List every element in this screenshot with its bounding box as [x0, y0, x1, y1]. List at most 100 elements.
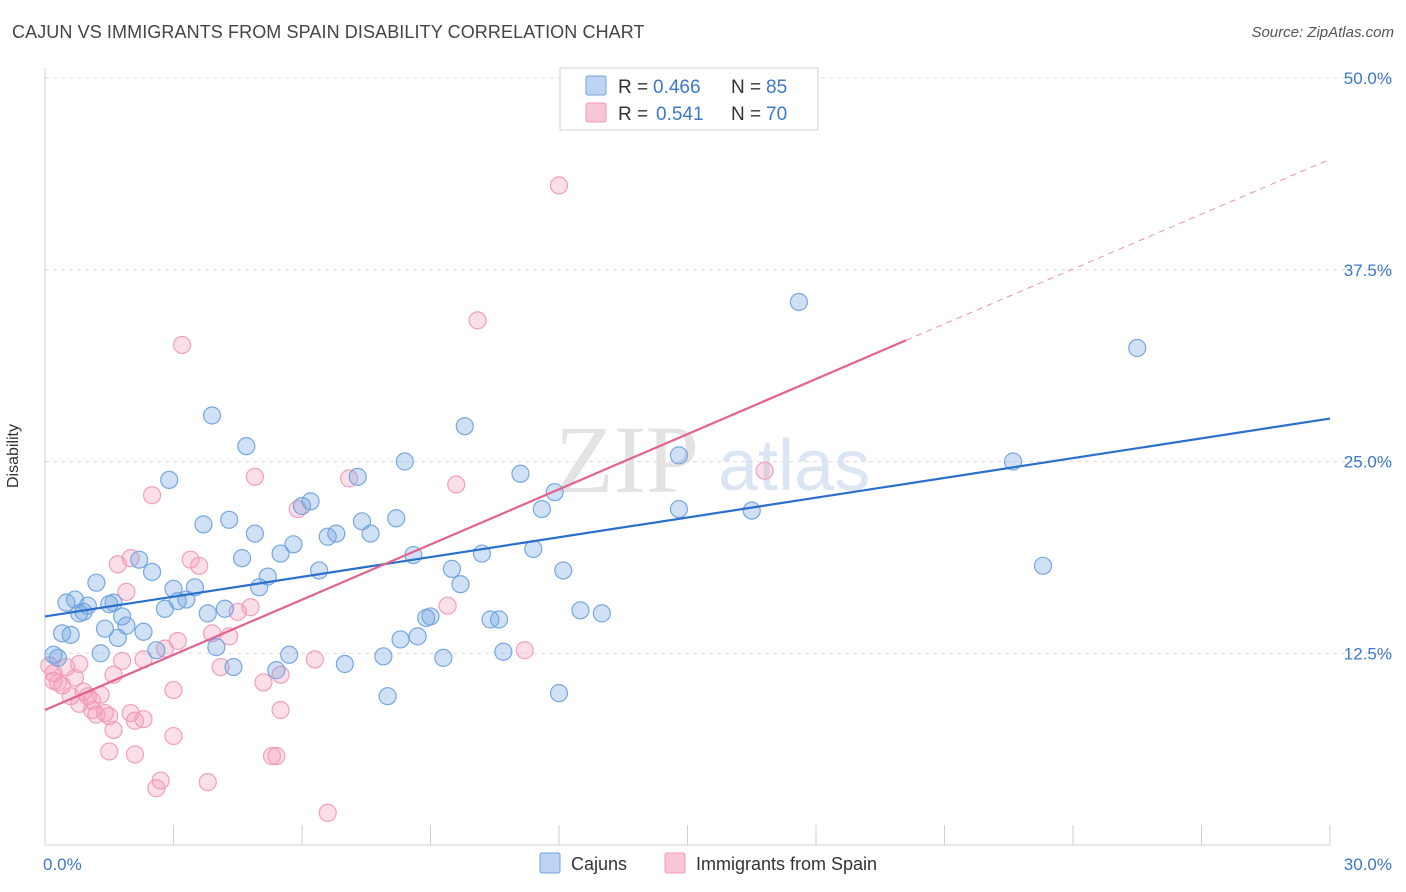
cajun-point-1 [48, 648, 67, 667]
cajun-point-11 [95, 619, 115, 638]
spain-point-49 [267, 746, 286, 766]
legend-n-label-1: N = [731, 77, 761, 98]
spain-point-46 [245, 467, 264, 486]
cajun-point-47 [327, 524, 346, 543]
cajun-point-61 [434, 648, 453, 667]
cajun-point-33 [224, 657, 243, 677]
cajun-point-56 [395, 452, 414, 471]
watermark-atlas: atlas [718, 426, 870, 506]
cajun-point-45 [310, 561, 329, 580]
y-tick-label-0: 12.5% [1344, 644, 1392, 663]
legend-swatch-cajuns [585, 75, 607, 96]
spain-point-17 [100, 707, 119, 726]
cajun-point-64 [455, 417, 474, 436]
chart-title: CAJUN VS IMMIGRANTS FROM SPAIN DISABILIT… [12, 22, 645, 42]
cajun-point-18 [134, 622, 153, 641]
cajun-point-55 [391, 630, 410, 649]
legend-r-label-2: R = [618, 104, 648, 125]
cajun-point-83 [1128, 338, 1147, 358]
legend-r-value-2: 0.541 [656, 104, 704, 125]
trend-line-spain [44, 339, 907, 712]
cajun-point-41 [280, 645, 299, 664]
cajun-point-51 [361, 524, 380, 543]
x-tick-label-start: 0.0% [43, 855, 82, 874]
spain-point-7 [65, 668, 85, 687]
cajun-point-68 [494, 642, 513, 661]
cajun-point-15 [112, 607, 132, 626]
spain-point-34 [164, 680, 183, 700]
cajun-point-50 [352, 512, 372, 531]
cajun-point-26 [185, 578, 205, 597]
spain-point-36 [168, 631, 187, 651]
cajun-point-29 [202, 406, 222, 425]
cajun-point-77 [669, 446, 689, 465]
spain-point-39 [190, 556, 209, 575]
spain-point-47 [254, 673, 273, 692]
cajun-point-44 [301, 492, 320, 511]
spain-point-45 [241, 598, 260, 617]
spain-point-53 [305, 650, 324, 669]
cajun-point-69 [511, 464, 530, 483]
spain-point-61 [755, 461, 774, 480]
cajun-point-76 [592, 604, 611, 623]
spain-point-35 [164, 726, 183, 746]
cajun-point-10 [91, 644, 110, 663]
legend-r-label-1: R = [618, 77, 648, 98]
correlation-legend: R = 0.466 N = 85 R = 0.541 N = 70 [559, 67, 819, 131]
cajun-point-42 [284, 535, 303, 554]
cajun-point-75 [571, 601, 590, 620]
spain-point-58 [468, 311, 487, 330]
cajun-point-17 [130, 550, 149, 569]
spain-point-51 [271, 700, 290, 720]
cajun-point-53 [378, 687, 397, 706]
cajun-point-62 [442, 559, 462, 578]
cajun-point-63 [451, 575, 470, 594]
bottom-legend-swatch-spain [664, 852, 686, 874]
cajun-point-58 [408, 627, 427, 646]
spain-point-60 [549, 176, 569, 195]
cajun-point-67 [489, 610, 509, 629]
y-tick-label-1: 25.0% [1344, 453, 1392, 472]
spain-point-9 [70, 654, 89, 674]
spain-point-56 [438, 596, 457, 615]
cajun-point-79 [742, 501, 761, 520]
spain-point-57 [447, 475, 466, 494]
cajun-point-34 [232, 549, 252, 568]
series-cajuns [44, 292, 1147, 706]
trend-lines [44, 158, 1331, 712]
x-tick-label-end: 30.0% [1344, 855, 1392, 874]
bottom-legend-label-spain: Immigrants from Spain [696, 854, 877, 874]
spain-point-27 [125, 745, 145, 764]
cajun-point-30 [207, 638, 226, 657]
y-tick-label-2: 37.5% [1344, 261, 1392, 280]
legend-r-value-1: 0.466 [653, 77, 701, 98]
spain-point-48 [262, 746, 282, 766]
bottom-legend-label-cajuns: Cajuns [571, 854, 627, 874]
spain-point-59 [515, 641, 534, 660]
legend-n-value-2: 70 [766, 104, 787, 125]
y-tick-labels: 12.5% 25.0% 37.5% 50.0% [1344, 69, 1392, 663]
cajun-point-9 [87, 573, 106, 592]
spain-point-29 [134, 710, 153, 729]
trend-line-cajuns [44, 417, 1331, 618]
cajun-point-36 [245, 524, 264, 543]
cajun-point-19 [142, 562, 162, 582]
cajun-point-73 [549, 684, 569, 703]
cajun-point-22 [160, 470, 179, 490]
axes [44, 68, 1331, 846]
spain-point-18 [100, 742, 119, 761]
cajun-point-16 [117, 616, 136, 635]
series-legend: Cajuns Immigrants from Spain [539, 852, 877, 874]
cajun-point-82 [1033, 556, 1053, 575]
cajun-point-49 [348, 467, 367, 486]
spain-point-54 [318, 803, 337, 822]
cajun-point-60 [421, 607, 440, 626]
cajun-point-80 [789, 292, 808, 312]
cajun-point-52 [374, 647, 393, 666]
cajun-point-43 [292, 496, 312, 516]
cajun-point-31 [215, 599, 234, 618]
gridlines [45, 77, 1392, 654]
cajun-point-35 [237, 437, 256, 456]
spain-point-40 [198, 773, 217, 792]
